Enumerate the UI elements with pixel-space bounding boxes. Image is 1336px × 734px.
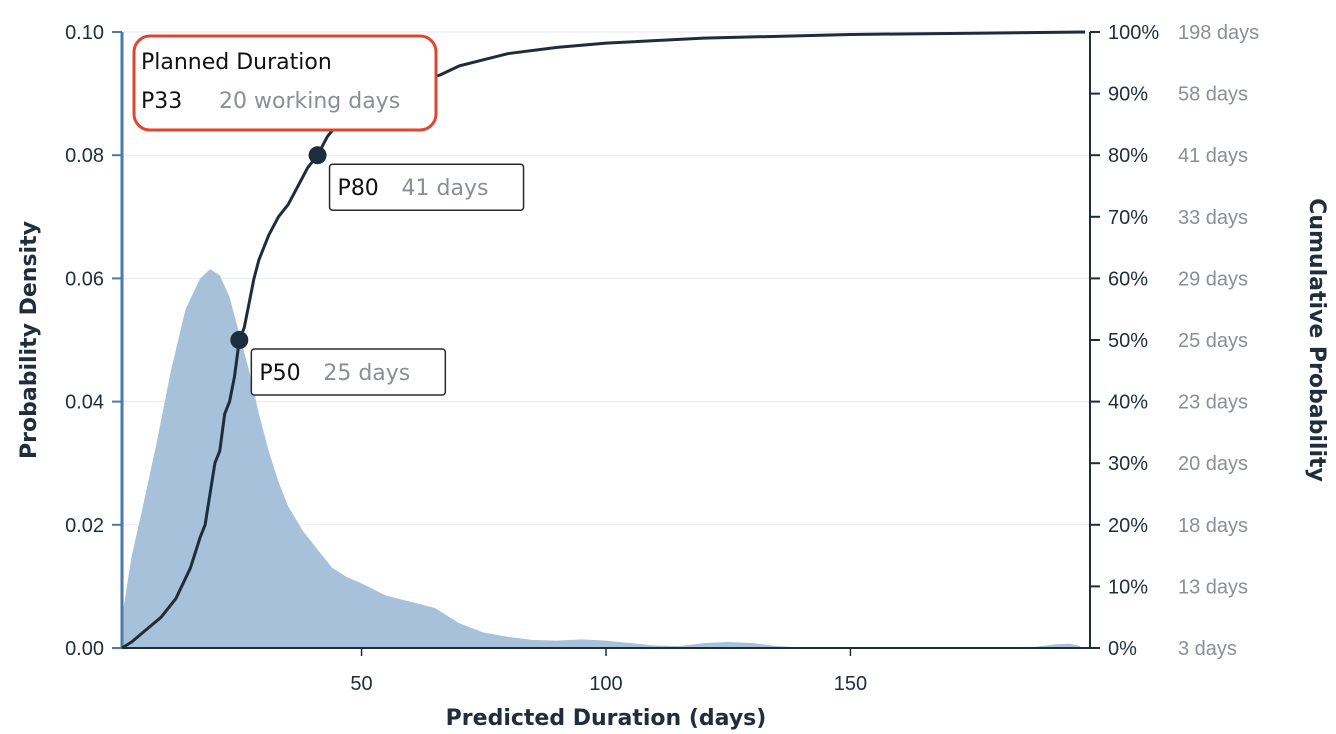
right-tick-days: 23 days [1178,392,1248,414]
right-tick-days: 25 days [1178,330,1248,352]
right-tick-days: 18 days [1178,515,1248,537]
marker-point [308,146,327,165]
right-tick-pct: 90% [1108,84,1148,106]
annotation-value: 20 working days [219,89,400,114]
right-tick-pct: 30% [1108,453,1148,475]
marker-label-box [328,163,525,211]
x-tick-label: 50 [350,673,372,695]
right-tick-days: 33 days [1178,207,1248,229]
right-tick-days: 13 days [1178,576,1248,598]
marker-label-box [250,348,447,396]
marker-label: P50 [259,361,300,386]
right-axis-title: Cumulative Probability [1304,198,1329,482]
right-tick-days: 58 days [1178,84,1248,106]
right-tick-pct: 80% [1108,145,1148,167]
right-tick-pct: 40% [1108,392,1148,414]
left-tick-label: 0.10 [65,22,104,44]
marker-label: P80 [338,176,379,201]
x-axis: 50 100 150 [122,647,1090,695]
right-tick-pct: 50% [1108,330,1148,352]
marker-days: 41 days [402,176,489,201]
right-tick-pct: 60% [1108,268,1148,290]
left-tick-label: 0.00 [65,638,104,660]
left-axis: 0.00 0.02 0.04 0.06 0.08 0.10 [65,22,124,660]
density-area [122,269,1081,648]
right-tick-pct: 100% [1108,22,1159,44]
annotation-title: Planned Duration [141,50,332,75]
annotation-box [132,34,438,132]
right-axis: 0% 3 days 10% 13 days 20% 18 days 30% 20 days 40… [1089,22,1259,660]
x-tick-label: 150 [834,673,867,695]
left-axis-title: Probability Density [17,221,42,459]
right-tick-pct: 70% [1108,207,1148,229]
x-axis-title: Predicted Duration (days) [446,706,767,731]
marker-point [230,331,249,349]
right-tick-pct: 20% [1108,515,1148,537]
x-tick-label: 100 [589,673,622,695]
right-tick-pct: 0% [1108,638,1137,660]
left-tick-label: 0.02 [65,515,104,537]
right-tick-days: 3 days [1178,638,1237,660]
percentile-markers: P50 25 days P80 41 days [230,146,525,396]
grid-lines [122,31,1090,526]
planned-duration-annotation: Planned Duration P33 20 working days [132,34,438,132]
left-tick-label: 0.04 [65,392,104,414]
right-tick-days: 198 days [1178,22,1259,44]
annotation-percentile: P33 [141,89,182,114]
right-tick-days: 41 days [1178,145,1248,167]
right-tick-days: 20 days [1178,453,1248,475]
marker-days: 25 days [323,361,410,386]
right-tick-pct: 10% [1108,576,1148,598]
left-tick-label: 0.06 [65,268,104,290]
left-tick-label: 0.08 [65,145,104,167]
right-tick-days: 29 days [1178,268,1248,290]
cumulative-line [121,30,1086,650]
